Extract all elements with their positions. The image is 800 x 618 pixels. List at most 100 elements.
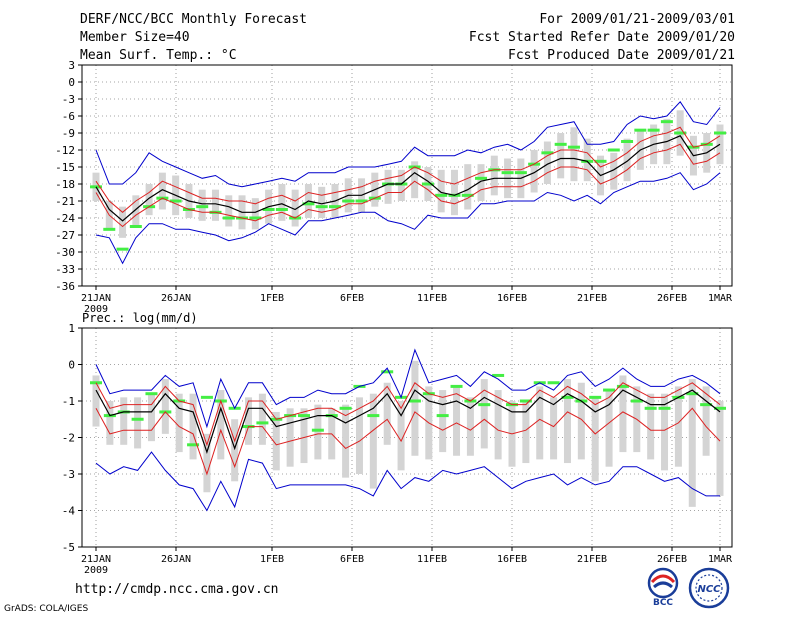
prec-box: [147, 393, 155, 442]
prec-ytick-label: 1: [68, 322, 75, 335]
prec-box: [480, 379, 488, 449]
temp-obs-marker: [275, 208, 288, 211]
temp-box: [437, 169, 445, 213]
temp-box: [132, 195, 140, 227]
prec-lower-line: [95, 407, 721, 476]
prec-obs-marker: [187, 443, 200, 447]
prec-box: [577, 382, 585, 460]
prec-box: [272, 411, 280, 471]
temp-obs-marker: [249, 216, 262, 220]
temp-obs-marker: [355, 199, 368, 203]
prec-obs-marker: [603, 388, 616, 392]
temp-box: [570, 127, 578, 182]
prec-box: [591, 397, 599, 482]
temp-xtick-label: 26FEB: [657, 293, 687, 304]
temp-ytick-label: 3: [68, 59, 75, 72]
prec-box: [300, 408, 308, 464]
temp-xtick-label: 6FEB: [340, 293, 364, 304]
prec-box: [453, 386, 461, 456]
prec-xtick-label: 6FEB: [340, 554, 364, 565]
prec-xtick-label: 26JAN: [161, 554, 191, 565]
prec-box: [550, 397, 558, 460]
prec-obs-marker: [700, 403, 713, 407]
prec-box: [439, 390, 447, 453]
temp-box: [490, 155, 498, 196]
prec-box: [716, 401, 724, 496]
temp-obs-marker: [421, 182, 434, 186]
prec-box: [563, 379, 571, 464]
temp-ytick-label: -30: [55, 246, 75, 259]
temp-xtick-label: 1MAR: [708, 293, 733, 304]
temp-ytick-label: -6: [62, 110, 75, 123]
prec-obs-marker: [547, 381, 560, 385]
temp-xtick-label: 16FEB: [497, 293, 527, 304]
temp-obs-marker: [103, 227, 116, 231]
prec-obs-marker: [658, 406, 671, 410]
prec-obs-marker: [436, 414, 449, 418]
header-variable: Mean Surf. Temp.: °C: [80, 48, 237, 63]
prec-obs-marker: [630, 399, 643, 403]
temp-xtick-label: 21FEB: [577, 293, 607, 304]
temp-box: [119, 206, 127, 238]
footer-credit: GrADS: COLA/IGES: [4, 604, 89, 614]
temp-upper-line: [95, 126, 721, 213]
prec-xtick-label: 16FEB: [497, 554, 527, 565]
prec-obs-marker: [714, 406, 726, 410]
temp-box: [610, 152, 618, 190]
temp-obs-marker: [222, 216, 235, 220]
temp-obs-marker: [461, 193, 474, 197]
prec-box: [217, 390, 225, 460]
temp-obs-marker: [435, 193, 448, 197]
temp-obs-marker: [342, 199, 355, 203]
prec-upper-line: [95, 382, 721, 447]
prec-box: [411, 360, 419, 456]
prec-xtick-label: 1FEB: [260, 554, 284, 565]
temp-box: [477, 164, 485, 201]
prec-obs-marker: [408, 399, 421, 403]
temp-box: [464, 164, 472, 210]
temp-box: [530, 150, 538, 193]
prec-box: [674, 386, 682, 467]
prec-obs-marker: [311, 428, 324, 432]
temp-box: [145, 184, 153, 216]
temp-box: [557, 133, 565, 179]
temp-box: [211, 189, 219, 221]
prec-box: [369, 393, 377, 489]
temp-box: [278, 184, 286, 221]
prec-obs-marker: [339, 406, 352, 410]
ncc-logo-text: NCC: [697, 584, 721, 595]
prec-box: [355, 397, 363, 474]
prec-box: [189, 393, 197, 460]
temp-year-label: 2009: [84, 304, 108, 315]
temp-obs-marker: [621, 140, 634, 143]
prec-box: [231, 419, 239, 482]
ncc-logo-icon: NCC: [688, 567, 730, 609]
footer-url[interactable]: http://cmdp.ncc.cma.gov.cn: [75, 582, 279, 597]
prec-obs-marker: [644, 406, 657, 410]
prec-xtick-label: 11FEB: [417, 554, 447, 565]
temp-xtick-label: 21JAN: [81, 293, 111, 304]
prec-obs-marker: [589, 395, 602, 399]
bcc-logo-icon: BCC: [647, 567, 679, 608]
temp-box: [450, 169, 458, 216]
prec-obs-marker: [381, 370, 394, 374]
temp-obs-marker: [116, 247, 129, 251]
temp-obs-marker: [262, 208, 275, 211]
temp-obs-marker: [674, 131, 687, 135]
prec-obs-marker: [367, 414, 380, 418]
prec-box: [688, 379, 696, 507]
prec-obs-marker: [450, 384, 463, 388]
temp-ytick-label: -15: [55, 161, 75, 174]
prec-xtick-label: 21FEB: [577, 554, 607, 565]
temp-obs-marker: [607, 148, 620, 152]
temp-box: [411, 161, 419, 199]
prec-box: [314, 404, 322, 460]
prec-obs-marker: [298, 414, 310, 418]
prec-min-line: [95, 451, 720, 512]
prec-box: [286, 408, 294, 467]
temp-lower-line: [95, 143, 721, 228]
temp-box: [318, 186, 326, 218]
temp-obs-marker: [475, 176, 488, 180]
prec-obs-marker: [561, 395, 574, 399]
